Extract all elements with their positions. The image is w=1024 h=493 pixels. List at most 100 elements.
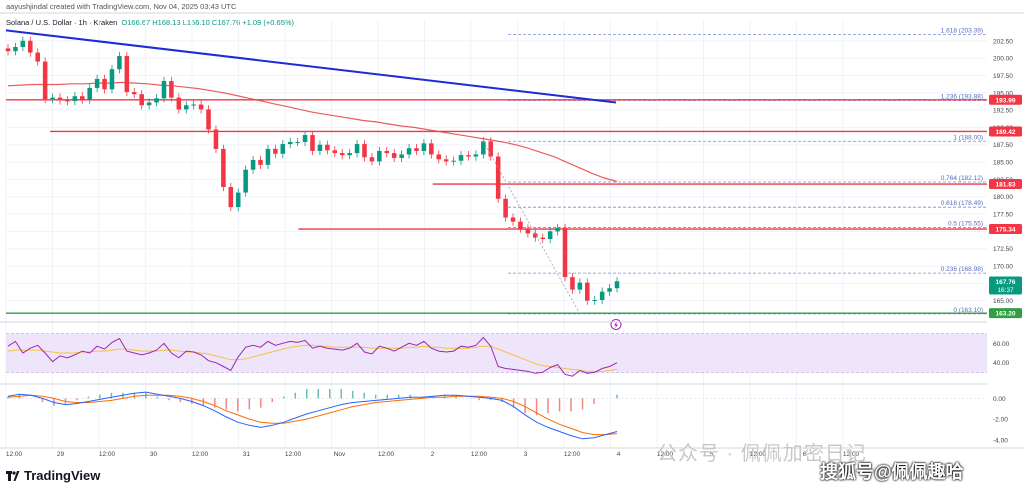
candle-body: [243, 169, 248, 193]
time-axis-label: 12:00: [564, 451, 581, 458]
price-tick-label: 187.50: [993, 142, 1013, 149]
time-axis-label: 12:00: [657, 451, 674, 458]
candle-body: [391, 153, 397, 158]
candle-body: [436, 154, 442, 160]
candle-body: [466, 155, 471, 157]
time-axis-label: 12:00: [285, 451, 302, 458]
symbol-info: Solana / U.S. Dollar · 1h · Kraken O166.…: [6, 18, 296, 27]
candle-body: [79, 96, 85, 100]
candle-body: [547, 231, 553, 239]
candle-body: [325, 144, 330, 151]
time-axis-label: 2: [431, 451, 435, 458]
candle-body: [525, 228, 531, 234]
rsi-tick-label: 40.00: [993, 360, 1010, 367]
price-tick-label: 180.00: [993, 194, 1013, 201]
candle-body: [295, 141, 300, 143]
candle-body: [592, 299, 597, 301]
candle-body: [183, 105, 189, 110]
candle-body: [302, 135, 308, 142]
candle-body: [191, 104, 196, 106]
fib-level-label: 0.5 (175.55): [948, 221, 983, 228]
ohlc-readout: O166.67 H168.13 L166.10 C167.76 +1.09 (+…: [121, 18, 295, 27]
lightning-bolt: [614, 321, 618, 329]
price-tag: [989, 94, 1022, 105]
tradingview-brand[interactable]: TradingView: [6, 468, 100, 483]
candle-body: [399, 154, 404, 158]
bearish-trendline: [5, 29, 617, 104]
candle-body: [57, 97, 63, 101]
time-axis-label: 12:00: [378, 451, 395, 458]
candle-body: [384, 150, 390, 154]
candle-body: [273, 148, 278, 154]
brand-label: TradingView: [24, 468, 101, 483]
price-tag-label: 181.83: [996, 182, 1016, 189]
macd-tick-label: 0.00: [993, 396, 1006, 403]
candle-body: [109, 69, 115, 90]
price-tick-label: 185.00: [993, 160, 1013, 167]
time-axis-label: 5: [710, 451, 714, 458]
candle-body: [577, 282, 583, 290]
candle-body: [124, 56, 130, 93]
candle-body: [518, 221, 523, 229]
price-tick-label: 170.00: [993, 264, 1013, 271]
candle-body: [206, 109, 211, 130]
candle-body: [503, 198, 508, 218]
candle-body: [146, 102, 152, 106]
candle-body: [495, 156, 501, 199]
candle-body: [377, 150, 382, 162]
candle-body: [599, 291, 605, 300]
candle-body: [562, 227, 568, 278]
macd-tick-label: -2.00: [993, 417, 1008, 424]
candle-body: [28, 40, 33, 53]
candle-body: [235, 192, 241, 208]
candle-body: [317, 144, 323, 151]
candle-body: [443, 159, 449, 162]
candle-body: [347, 153, 352, 156]
price-tag: [989, 308, 1022, 319]
candle-body: [473, 154, 479, 157]
candle-body: [458, 155, 464, 161]
price-tick-label: 195.00: [993, 90, 1013, 97]
candle-body: [585, 282, 590, 301]
watermark-bottom: 搜狐号@佩佩趣哈: [820, 462, 964, 482]
fib-level-label: 1 (188.00): [953, 134, 983, 141]
candle-body: [339, 153, 345, 156]
time-axis-label: 12:00: [6, 451, 23, 458]
candle-body: [161, 80, 167, 99]
author-line: aayushjindal created with TradingView.co…: [6, 2, 237, 11]
tradingview-logo-icon: [6, 471, 20, 481]
time-axis-label: 12:00: [843, 451, 860, 458]
candle-body: [94, 78, 100, 88]
price-tag-label: 175.34: [996, 227, 1016, 234]
time-axis-label: 12:00: [99, 451, 116, 458]
rsi-tick-label: 60.00: [993, 341, 1010, 348]
price-tag-label: 167.76: [996, 279, 1016, 286]
time-axis-label: 12:00: [750, 451, 767, 458]
macd-signal-line: [7, 394, 618, 436]
candle-body: [406, 148, 412, 155]
candle-body: [72, 96, 78, 102]
fib-level-label: 0 (163.10): [953, 307, 983, 314]
candle-body: [198, 104, 204, 110]
candle-body: [451, 160, 456, 162]
moving-average-line: [7, 81, 618, 183]
time-axis-label: 6: [803, 451, 807, 458]
symbol-title: Solana / U.S. Dollar · 1h · Kraken: [6, 18, 118, 27]
time-axis-label: 29: [57, 451, 65, 458]
candle-body: [154, 98, 159, 103]
candle-body: [5, 48, 11, 52]
candle-body: [42, 61, 48, 100]
price-tick-label: 200.00: [993, 56, 1013, 63]
candle-body: [13, 47, 18, 52]
candle-body: [414, 148, 419, 151]
candle-body: [287, 141, 293, 145]
macd-line: [7, 391, 618, 440]
price-tick-label: 172.50: [993, 246, 1013, 253]
candle-body: [228, 187, 234, 208]
candle-body: [481, 141, 486, 155]
candle-body: [310, 135, 315, 151]
rsi-ma-line: [7, 344, 618, 372]
price-tick-label: 197.50: [993, 73, 1013, 80]
price-tag: [989, 224, 1022, 235]
